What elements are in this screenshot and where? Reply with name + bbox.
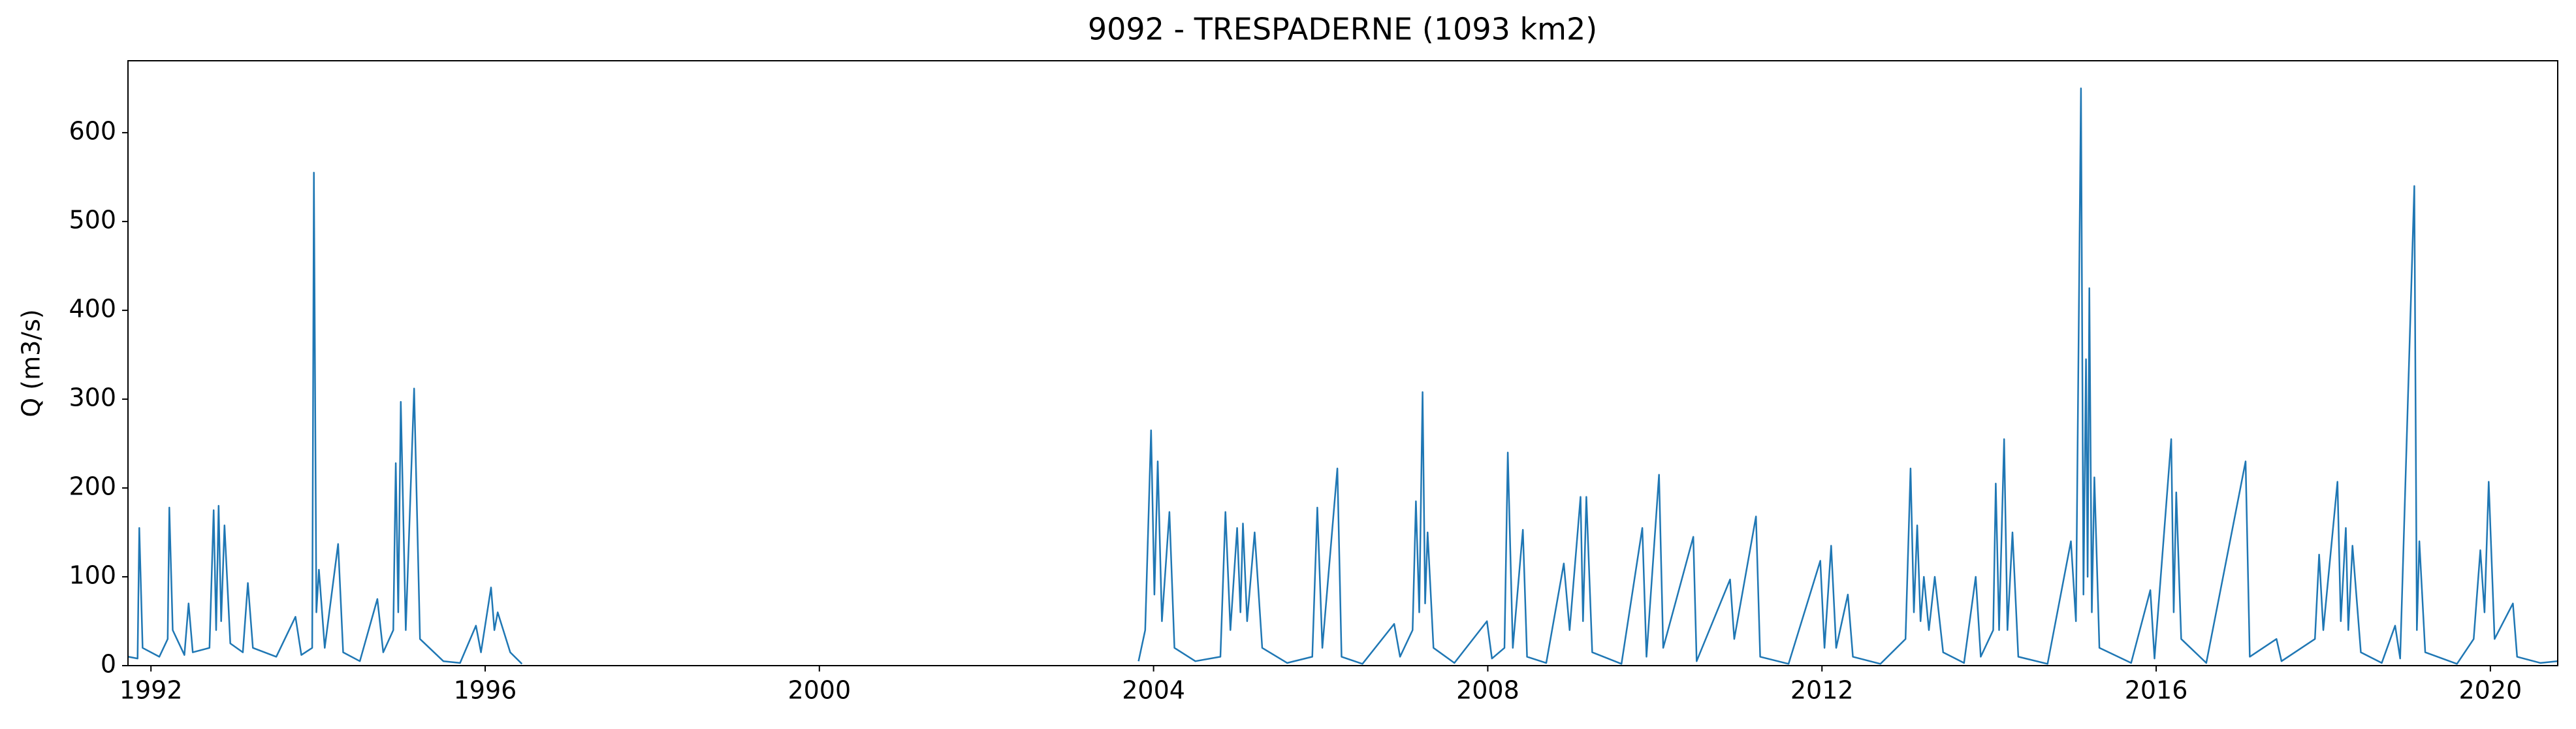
y-tick-label: 0 (101, 650, 116, 679)
x-tick-label: 2012 (1790, 676, 1854, 705)
x-tick-label: 2004 (1122, 676, 1185, 705)
plot-frame (127, 60, 2558, 666)
x-tick-label: 2000 (787, 676, 851, 705)
y-tick-label: 500 (69, 206, 116, 235)
y-tick-label: 300 (69, 383, 116, 412)
data-line (128, 87, 2558, 665)
x-tick-label: 1992 (119, 676, 183, 705)
y-axis-label: Q (m3/s) (17, 309, 46, 417)
x-tick-label: 2016 (2125, 676, 2188, 705)
y-tick-label: 400 (69, 295, 116, 323)
y-tick-label: 200 (69, 472, 116, 501)
y-tick-label: 600 (69, 117, 116, 146)
x-tick-label: 2008 (1456, 676, 1519, 705)
x-tick-label: 1996 (454, 676, 517, 705)
y-tick-label: 100 (69, 561, 116, 590)
chart-title: 9092 - TRESPADERNE (1093 km2) (1088, 12, 1597, 47)
x-tick-label: 2020 (2459, 676, 2522, 705)
